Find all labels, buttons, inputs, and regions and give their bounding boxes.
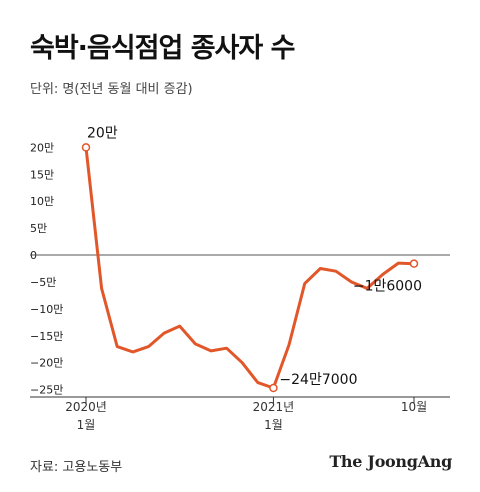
y-tick-label: −25만 bbox=[30, 384, 63, 397]
brand-logo: The JoongAng bbox=[329, 452, 452, 471]
y-tick-label: 5만 bbox=[30, 222, 47, 235]
x-tick-label: 10월 bbox=[401, 400, 427, 414]
x-tick-label: 2021년 bbox=[253, 400, 295, 414]
x-tick-label: 1월 bbox=[77, 418, 96, 432]
data-label: −24만7000 bbox=[279, 372, 357, 388]
y-tick-label: 20만 bbox=[30, 141, 54, 154]
y-tick-label: 15만 bbox=[30, 168, 54, 181]
data-point-marker bbox=[81, 143, 91, 152]
data-point-marker bbox=[269, 383, 278, 393]
x-tick-label: 2020년 bbox=[65, 400, 107, 414]
y-tick-label: −15만 bbox=[30, 330, 63, 343]
data-label: −1만6000 bbox=[353, 279, 422, 295]
data-point-marker bbox=[409, 259, 419, 268]
y-tick-label: −5만 bbox=[30, 276, 56, 289]
x-tick-label: 1월 bbox=[264, 418, 283, 432]
series-line bbox=[84, 145, 416, 390]
chart-title: 숙박·음식점업 종사자 수 bbox=[30, 33, 295, 64]
y-tick-label: −20만 bbox=[30, 357, 63, 370]
y-tick-label: −10만 bbox=[30, 303, 63, 316]
data-label: 20만 bbox=[87, 125, 118, 141]
unit-label: 단위: 명(전년 동월 대비 증감) bbox=[30, 82, 193, 97]
y-tick-label: 10만 bbox=[30, 195, 54, 208]
source-note: 자료: 고용노동부 bbox=[30, 460, 123, 475]
